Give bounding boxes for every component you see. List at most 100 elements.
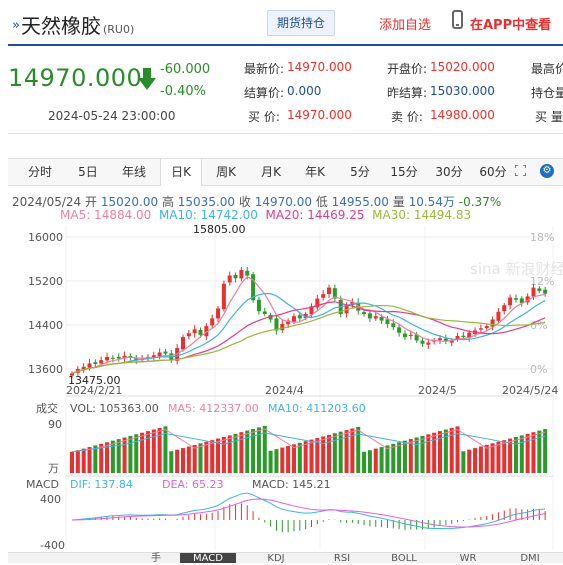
volume-bar [262, 425, 267, 473]
tab-60min[interactable]: 60分 [479, 165, 507, 179]
indicator-tab-dmi[interactable]: DMI [520, 553, 540, 564]
add-favorite-link[interactable]: 添加自选 [379, 18, 432, 33]
x-axis-label: 2024/4 [265, 384, 304, 397]
tab-5min[interactable]: 5分 [350, 165, 370, 179]
candle-body [321, 294, 326, 298]
volume-ma5-text: MA5: 412337.00 [168, 402, 259, 415]
candle-body [519, 298, 524, 303]
volume-bar [239, 432, 244, 473]
futures-holding-button[interactable]: 期货持仓 [267, 10, 335, 36]
indicator-tab-wr[interactable]: WR [459, 553, 477, 564]
chart-grid [65, 226, 554, 550]
ma10-line [71, 292, 546, 374]
candle-body [81, 366, 86, 370]
candle-body [157, 352, 162, 357]
tab-30min[interactable]: 30分 [435, 165, 463, 179]
info-low: 14955.00 [331, 195, 389, 209]
volume-bar [93, 445, 98, 473]
volume-ma10-text: MA10: 411203.60 [268, 402, 366, 415]
volume-bar [216, 438, 221, 473]
volume-bar [362, 451, 367, 473]
volume-bar [531, 432, 536, 473]
candle-body [438, 338, 443, 341]
macd-value-text: MACD: 145.21 [252, 478, 331, 491]
macd-dea-line [71, 498, 546, 528]
volume-bar [537, 430, 542, 473]
candle-body [502, 305, 507, 312]
candle-body [332, 288, 337, 299]
view-in-app-link[interactable]: 在APP中查看 [470, 18, 552, 33]
quote-value: 15030.000 [430, 84, 495, 98]
tab-monthly-k[interactable]: 月K [261, 165, 281, 179]
volume-bar [338, 431, 343, 473]
tab-timeshare[interactable]: 分时 [27, 165, 52, 179]
quote-label: 买 量 [535, 110, 563, 124]
candle-body [461, 335, 466, 338]
candle-body [122, 355, 127, 359]
product-code: (RU0) [102, 23, 135, 36]
period-tabs: 分时 5日 年线 日K 周K 月K 年K 5分 15分 30分 60分 ⚙ [8, 158, 563, 186]
quote-value: 14970.000 [287, 60, 352, 74]
candle-body [420, 340, 425, 344]
percent-tick-label: 18% [530, 231, 554, 244]
down-arrow-icon [138, 68, 156, 90]
kline-chart[interactable]: sina 新浪财经 16000 18%15200 12%14400 6%13600 0%… [0, 220, 563, 552]
candle-body [513, 298, 518, 300]
volume-bar [204, 441, 209, 473]
last-price: 14970.000 [8, 64, 143, 92]
tab-5day[interactable]: 5日 [78, 165, 98, 179]
volume-ma10-line [71, 432, 546, 453]
candle-body [373, 316, 378, 319]
macd-top-tick: 400 [40, 493, 61, 506]
volume-bar [198, 443, 203, 473]
tab-weekly-k[interactable]: 周K [216, 165, 236, 179]
product-name: 天然橡胶 [20, 14, 101, 38]
candle-body [105, 356, 110, 361]
candle-body [408, 334, 413, 336]
volume-bar [473, 448, 478, 473]
double-chevron-icon: » [12, 18, 20, 33]
candle-body [204, 326, 209, 337]
ma30-line [71, 304, 546, 374]
candle-body [116, 356, 121, 359]
tab-yearline[interactable]: 年线 [121, 165, 146, 179]
settings-icon[interactable]: ⚙ [540, 164, 554, 178]
x-axis-label: 2024/5 [418, 384, 457, 397]
macd-bottom-tick: -400 [40, 539, 65, 552]
volume-bar [256, 427, 261, 473]
volume-bar [280, 447, 285, 473]
volume-bar [268, 450, 273, 473]
volume-label: 成交 [36, 401, 58, 415]
fullscreen-icon[interactable] [515, 165, 526, 176]
candle-body [180, 337, 185, 350]
volume-bar [321, 436, 326, 473]
volume-bar [291, 444, 296, 473]
price-tick-label: 13600 [28, 363, 63, 376]
quote-label: 最新价: [244, 62, 285, 76]
candle-body [402, 333, 407, 338]
volume-bar [519, 435, 524, 473]
x-axis-label: 2024/5/24 [502, 384, 558, 397]
ma5-legend: MA5: 14884.00 [60, 208, 152, 222]
candle-body [163, 351, 168, 354]
volume-bar [455, 426, 460, 473]
x-axis-label: 2024/2/21 [66, 384, 122, 397]
tab-15min[interactable]: 15分 [390, 165, 418, 179]
indicator-tab-volume[interactable]: 手 [151, 553, 161, 564]
volume-bar [315, 438, 320, 473]
candle-body [537, 288, 542, 291]
info-high: 15035.00 [177, 195, 236, 209]
volume-bar [367, 450, 372, 473]
candle-body [385, 319, 390, 324]
volume-bar [379, 447, 384, 473]
candle-body [443, 338, 448, 342]
candle-body [391, 323, 396, 328]
tab-daily-k[interactable]: 日K [160, 159, 202, 186]
candle-body [221, 283, 226, 310]
indicator-tab-macd[interactable]: MACD [180, 553, 236, 564]
indicator-tab-kdj[interactable]: KDJ [267, 553, 285, 564]
tab-yearly-k[interactable]: 年K [305, 165, 325, 179]
volume-bar [478, 446, 483, 473]
indicator-tab-boll[interactable]: BOLL [391, 553, 417, 564]
indicator-tab-rsi[interactable]: RSI [333, 553, 351, 564]
